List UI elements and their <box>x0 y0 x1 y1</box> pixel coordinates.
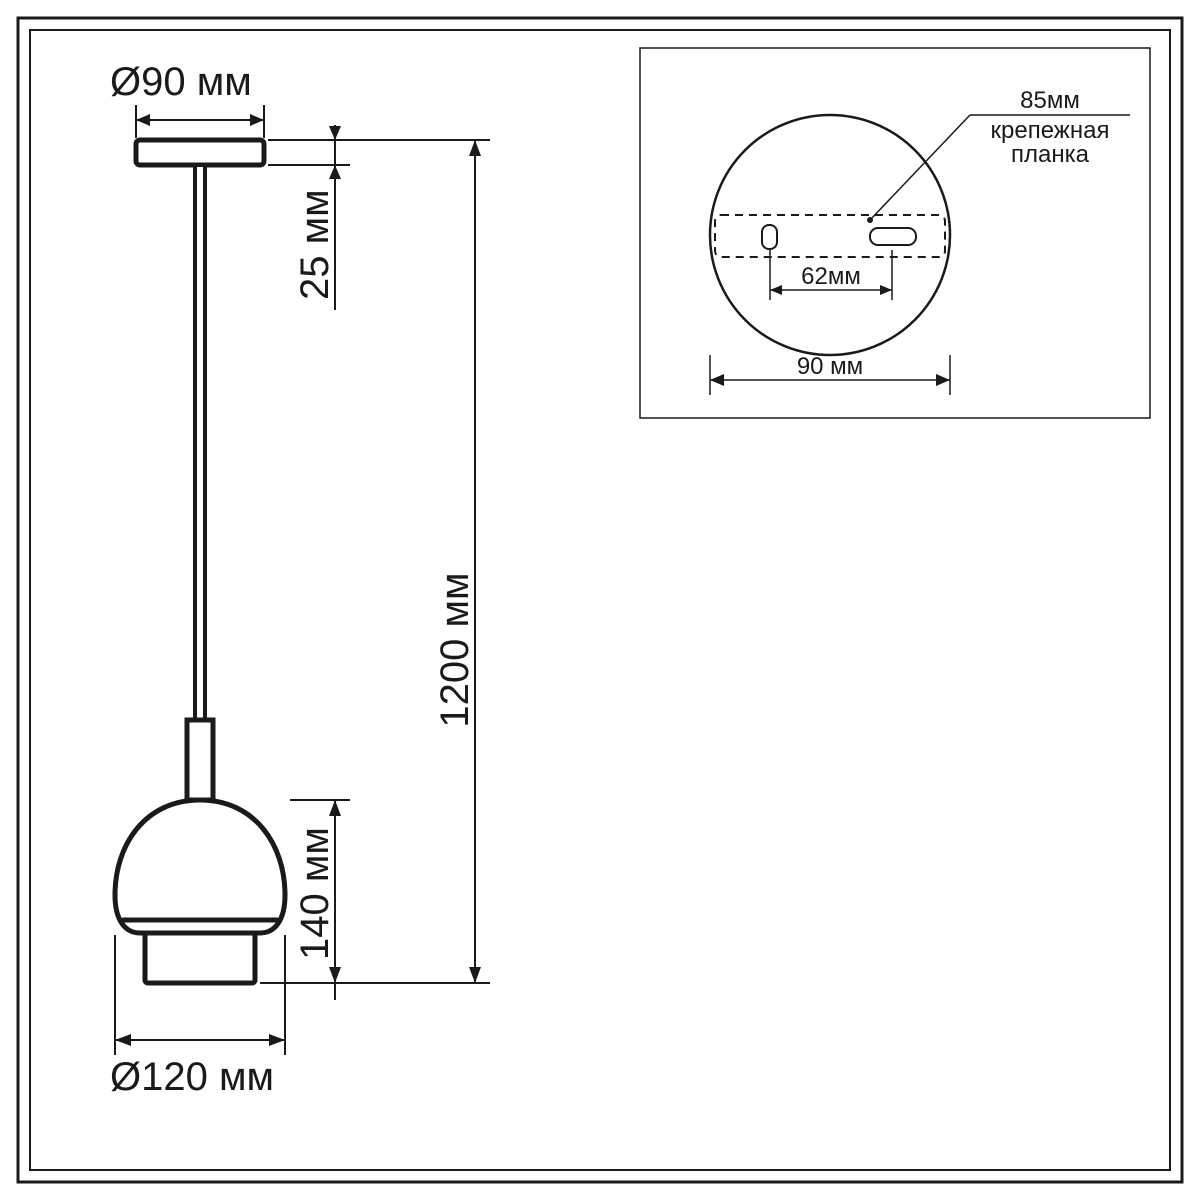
shade-diffuser <box>145 933 255 983</box>
dim-canopy-diameter: Ø90 мм <box>110 60 264 138</box>
detail-base-circle <box>710 115 950 355</box>
dim-canopy-height: 25 мм <box>268 125 350 310</box>
lamp-side-view <box>115 140 285 983</box>
detail-bar-length-label: 85мм <box>1020 87 1080 114</box>
dim-shade-height-label: 140 мм <box>293 827 337 960</box>
connector <box>187 720 213 800</box>
detail-bar-caption2: планка <box>1011 141 1090 168</box>
mounting-detail-inset: 85мм крепежная планка 62мм 90 мм <box>640 48 1150 418</box>
detail-circle-diameter-label: 90 мм <box>797 353 863 380</box>
detail-bar-caption1: крепежная <box>991 117 1110 144</box>
dim-shade-diameter-label: Ø120 мм <box>110 1055 274 1099</box>
dim-canopy-diameter-label: Ø90 мм <box>110 60 252 104</box>
canopy <box>136 140 264 165</box>
rod <box>195 165 205 720</box>
dim-canopy-height-label: 25 мм <box>293 189 337 300</box>
diagram-canvas: Ø90 мм 25 мм 1200 мм 140 мм <box>0 0 1200 1200</box>
dim-total-height-label: 1200 мм <box>433 572 477 727</box>
detail-slot-spacing-label: 62мм <box>801 263 861 290</box>
shade-dome <box>115 800 285 933</box>
